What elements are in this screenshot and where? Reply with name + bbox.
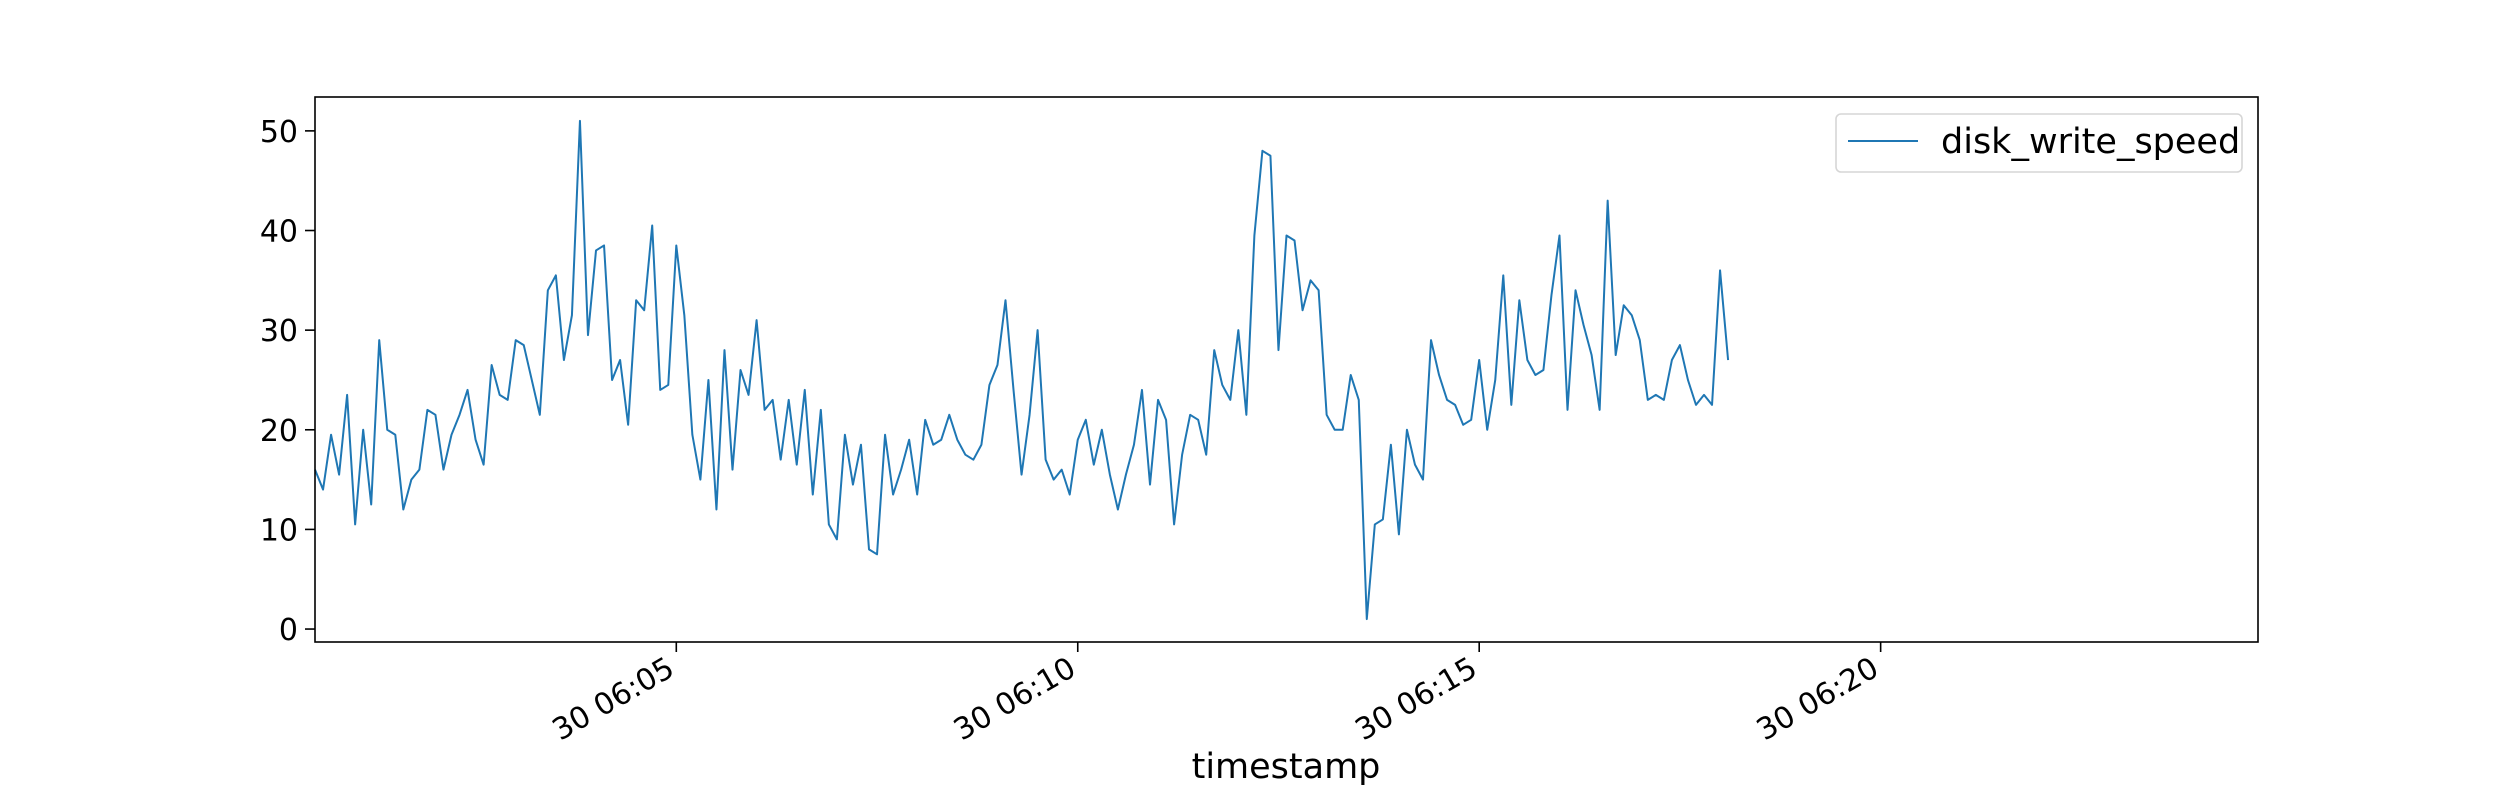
y-tick-label: 50 [260, 115, 298, 150]
y-tick-label: 20 [260, 414, 298, 449]
x-tick-label: 30 06:05 [547, 651, 681, 748]
x-tick-label: 30 06:20 [1751, 651, 1885, 748]
plot-area [314, 119, 1730, 621]
legend: disk_write_speed [1835, 113, 2243, 173]
x-tick-label: 30 06:10 [948, 651, 1082, 748]
y-tick-label: 30 [260, 314, 298, 349]
y-axis: 0 10 20 30 40 50 [260, 115, 315, 648]
x-tick-label: 30 06:15 [1349, 651, 1483, 748]
legend-box [1835, 113, 2243, 173]
legend-label: disk_write_speed [1941, 122, 2240, 162]
x-axis: 30 06:05 30 06:10 30 06:15 30 06:20 [547, 642, 1885, 748]
axes-frame [314, 96, 2259, 643]
series-line-disk_write_speed [314, 119, 1730, 621]
y-tick-label: 0 [279, 613, 298, 648]
y-tick-label: 40 [260, 215, 298, 250]
x-axis-label: timestamp [1192, 747, 1381, 787]
y-tick-label: 10 [260, 513, 298, 548]
